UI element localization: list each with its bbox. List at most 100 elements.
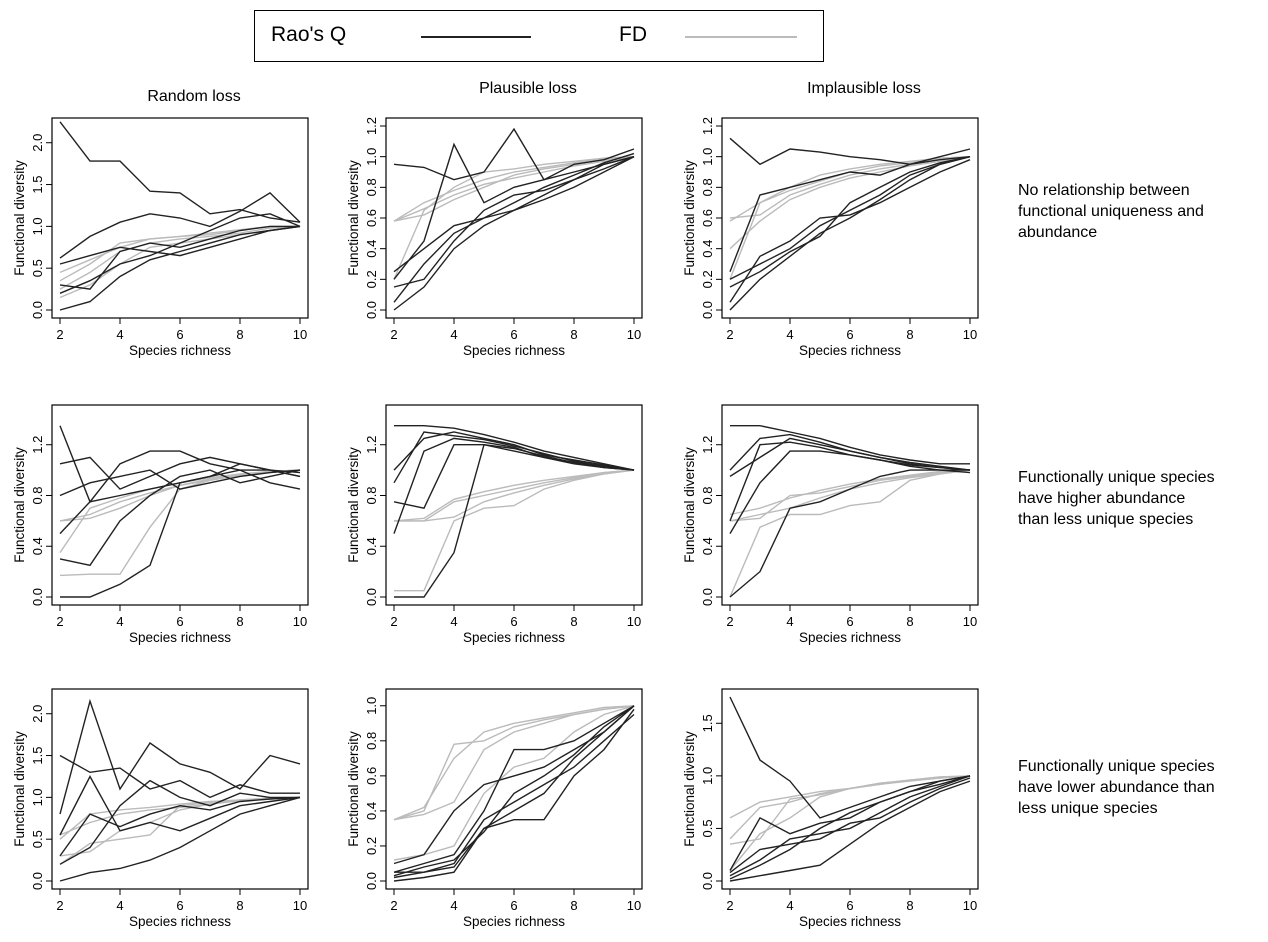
plot-panel-row3-random: 2 4 6 8 100.00.51.01.52.0Species richnessFun… (12, 689, 308, 929)
y-tick-label: 0.8 (700, 486, 715, 504)
series-line-raos-q (60, 193, 300, 258)
plot-frame (52, 689, 308, 889)
series-line-raos-q (394, 445, 634, 597)
y-tick-label: 0.0 (700, 872, 715, 890)
x-tick-label: 8 (570, 614, 577, 629)
x-tick-label: 4 (450, 327, 457, 342)
y-tick-label: 1.5 (700, 714, 715, 732)
x-tick-label: 2 (56, 327, 63, 342)
plot-panel-row3-plausible: 2 4 6 8 10 0.0 0.2 0.4 0.6 0.8 1.0 Species richness… (346, 689, 642, 929)
y-tick-label: 0.8 (364, 178, 379, 196)
y-tick-label: 1.0 (30, 217, 45, 235)
x-tick-label: 6 (510, 327, 517, 342)
x-axis-label: Species richness (129, 343, 231, 358)
series-line-fd (60, 797, 300, 839)
y-tick-label: 0.8 (364, 732, 379, 750)
x-tick-label: 8 (906, 614, 913, 629)
plot-frame (386, 689, 642, 889)
series-line-raos-q (394, 157, 634, 310)
x-tick-label: 4 (786, 614, 793, 629)
x-tick-label: 10 (963, 327, 977, 342)
x-axis-label: Species richness (129, 914, 231, 929)
y-tick-label: 0.6 (700, 209, 715, 227)
y-axis-label: Functional diversity (682, 160, 697, 276)
y-axis-label: Functional diversity (346, 447, 361, 563)
y-tick-label: 1.2 (30, 436, 45, 454)
plot-panel-row1-plausible: 2 4 6 8 10 0.0 0.2 0.4 0.6 0.8 1.0 1.2 Species richn… (346, 117, 642, 358)
x-tick-label: 6 (510, 898, 517, 913)
x-axis-label: Species richness (463, 914, 565, 929)
y-tick-label: 1.0 (364, 148, 379, 166)
y-tick-label: 0.4 (364, 537, 379, 555)
series-line-fd (394, 706, 634, 860)
x-tick-label: 8 (236, 327, 243, 342)
x-tick-label: 6 (510, 614, 517, 629)
y-tick-label: 1.0 (700, 148, 715, 166)
x-tick-label: 4 (450, 614, 457, 629)
series-line-raos-q (730, 435, 970, 471)
y-axis-label: Functional diversity (346, 731, 361, 847)
y-axis-label: Functional diversity (346, 160, 361, 276)
series-line-raos-q (730, 157, 970, 310)
x-tick-label: 10 (293, 614, 307, 629)
y-tick-label: 2.0 (30, 705, 45, 723)
y-axis-label: Functional diversity (682, 731, 697, 847)
y-axis-label: Functional diversity (12, 447, 27, 563)
plot-panel-row2-implausible: 2 4 6 8 100.00.40.81.2Species richnessFuncti… (682, 405, 978, 645)
series-line-raos-q (60, 226, 300, 264)
series-line-fd (730, 470, 970, 521)
series-line-raos-q (60, 781, 300, 865)
y-tick-label: 2.0 (30, 134, 45, 152)
y-tick-label: 0.0 (700, 588, 715, 606)
y-tick-label: 0.0 (364, 588, 379, 606)
series-line-raos-q (394, 706, 634, 872)
x-tick-label: 4 (786, 898, 793, 913)
y-tick-label: 1.2 (364, 436, 379, 454)
x-tick-label: 2 (56, 898, 63, 913)
y-tick-label: 0.5 (700, 819, 715, 837)
x-tick-label: 2 (56, 614, 63, 629)
x-axis-label: Species richness (463, 630, 565, 645)
x-tick-label: 4 (116, 898, 123, 913)
x-tick-label: 6 (176, 898, 183, 913)
y-tick-label: 1.0 (30, 788, 45, 806)
y-tick-label: 0.0 (30, 588, 45, 606)
y-tick-label: 0.0 (30, 872, 45, 890)
y-tick-label: 0.6 (364, 767, 379, 785)
plot-panel-row2-random: 2 4 6 8 100.00.40.81.2Species richnessFuncti… (12, 405, 308, 645)
y-tick-label: 0.2 (364, 837, 379, 855)
x-tick-label: 8 (906, 327, 913, 342)
x-tick-label: 10 (627, 327, 641, 342)
x-tick-label: 2 (390, 898, 397, 913)
y-tick-label: 0.4 (364, 240, 379, 258)
y-tick-label: 0.4 (700, 240, 715, 258)
plot-panel-row1-implausible: 2 4 6 8 10 0.0 0.2 0.4 0.6 0.8 1.0 1.2 Species richn… (682, 117, 978, 358)
y-tick-label: 1.2 (700, 117, 715, 135)
x-axis-label: Species richness (799, 630, 901, 645)
x-tick-label: 2 (390, 327, 397, 342)
series-line-raos-q (730, 157, 970, 287)
x-tick-label: 8 (906, 898, 913, 913)
x-tick-label: 10 (627, 614, 641, 629)
x-tick-label: 8 (236, 614, 243, 629)
x-tick-label: 6 (846, 614, 853, 629)
y-tick-label: 0.5 (30, 259, 45, 277)
x-tick-label: 10 (963, 614, 977, 629)
y-tick-label: 0.8 (30, 486, 45, 504)
x-tick-label: 10 (627, 898, 641, 913)
x-tick-label: 4 (116, 327, 123, 342)
plot-panel-row1-random: 2 4 6 8 100.00.51.01.52.0Species richnessFun… (12, 118, 308, 358)
y-axis-label: Functional diversity (12, 160, 27, 276)
plot-frame (52, 405, 308, 605)
x-tick-label: 6 (846, 898, 853, 913)
x-tick-label: 8 (570, 898, 577, 913)
plot-panel-row3-implausible: 2 4 6 8 100.00.51.01.5Species richnessFuncti… (682, 689, 978, 929)
x-axis-label: Species richness (463, 343, 565, 358)
y-tick-label: 0.2 (364, 270, 379, 288)
series-line-raos-q (394, 706, 634, 864)
x-tick-label: 4 (450, 898, 457, 913)
y-tick-label: 0.0 (364, 301, 379, 319)
x-tick-label: 8 (570, 327, 577, 342)
x-tick-label: 10 (293, 327, 307, 342)
